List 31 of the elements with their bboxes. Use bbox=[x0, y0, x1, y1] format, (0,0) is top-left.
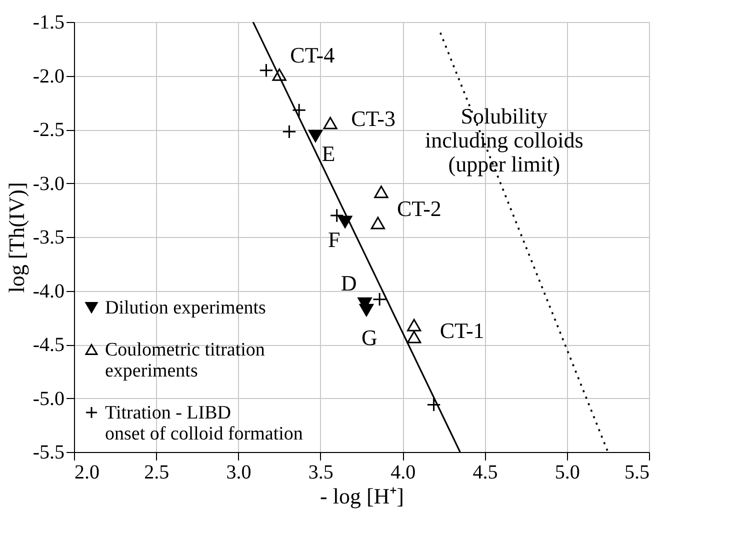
x-tick-label: 3.5 bbox=[308, 462, 334, 484]
y-tick-label: -5.5 bbox=[32, 442, 64, 464]
legend-label: Coulometric titration experiments bbox=[105, 340, 266, 382]
annotation: F bbox=[328, 226, 340, 252]
annotation: CT-2 bbox=[397, 196, 442, 221]
y-tick-label: -4.0 bbox=[32, 280, 64, 302]
annotation: G bbox=[361, 325, 378, 350]
y-tick-label: -2.0 bbox=[32, 65, 64, 88]
annotation: CT-3 bbox=[351, 106, 396, 132]
x-tick-label: 4.5 bbox=[472, 462, 498, 484]
x-axis-title: - log [H⁺] bbox=[320, 484, 404, 508]
x-tick-label: 5.0 bbox=[554, 462, 580, 484]
x-tick-label: 2.5 bbox=[144, 462, 170, 484]
y-axis-title: log [Th(IV)] bbox=[4, 182, 29, 293]
y-tick-label: -3.5 bbox=[32, 226, 64, 248]
legend-label: Titration - LIBD onset of colloid formation bbox=[105, 402, 304, 444]
x-tick-label: 4.0 bbox=[390, 462, 416, 484]
annotation: CT-1 bbox=[440, 318, 484, 344]
y-tick-label: -1.5 bbox=[32, 12, 64, 34]
x-tick-label: 3.0 bbox=[226, 462, 252, 484]
annotation: E bbox=[322, 140, 336, 166]
legend-label: Dilution experiments bbox=[105, 298, 266, 318]
annotation: D bbox=[340, 270, 357, 296]
annotation: Solubility including colloids (upper limit) bbox=[425, 103, 584, 176]
y-tick-label: -5.0 bbox=[32, 388, 64, 410]
y-tick-label: -3.0 bbox=[32, 172, 64, 195]
x-tick-label: 2.0 bbox=[74, 462, 100, 484]
annotation: CT-4 bbox=[290, 42, 335, 68]
y-tick-label: -2.5 bbox=[32, 119, 64, 141]
x-tick-label: 5.5 bbox=[624, 462, 650, 484]
y-tick-label: -4.5 bbox=[32, 334, 64, 356]
